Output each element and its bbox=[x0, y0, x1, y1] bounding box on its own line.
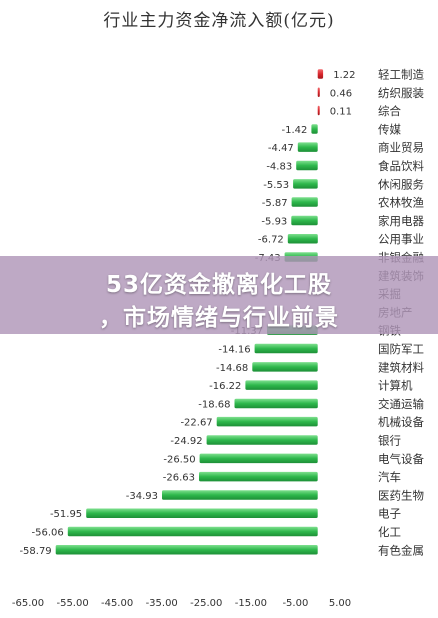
category-label: 纺织服装 bbox=[378, 86, 424, 100]
category-label: 食品饮料 bbox=[378, 159, 424, 173]
x-tick-label: -65.00 bbox=[12, 598, 44, 609]
category-label: 化工 bbox=[378, 525, 401, 539]
chart-title: 行业主力资金净流入额(亿元) bbox=[103, 11, 335, 31]
value-label: -34.93 bbox=[126, 491, 158, 502]
category-label: 电气设备 bbox=[378, 452, 424, 466]
value-label: -58.79 bbox=[19, 546, 51, 557]
bar bbox=[291, 215, 318, 226]
bar bbox=[252, 362, 318, 372]
x-tick-label: -25.00 bbox=[190, 598, 222, 609]
bar bbox=[296, 160, 318, 171]
category-label: 机械设备 bbox=[378, 415, 424, 429]
value-label: -4.47 bbox=[268, 143, 294, 154]
category-label: 公用事业 bbox=[378, 232, 424, 246]
value-label: -5.93 bbox=[261, 216, 287, 227]
x-tick-label: -55.00 bbox=[56, 598, 88, 609]
category-label: 交通运输 bbox=[378, 397, 424, 411]
category-label: 汽车 bbox=[378, 470, 401, 484]
category-label: 建筑材料 bbox=[378, 360, 424, 374]
x-tick-label: 5.00 bbox=[329, 598, 351, 609]
value-label: -14.16 bbox=[218, 345, 250, 356]
value-label: -1.42 bbox=[282, 125, 308, 136]
category-label: 电子 bbox=[378, 507, 401, 521]
category-label: 医药生物 bbox=[378, 488, 424, 502]
value-label: -6.72 bbox=[258, 235, 284, 246]
category-label: 商业贸易 bbox=[378, 141, 424, 155]
bar bbox=[86, 508, 318, 518]
bar bbox=[317, 69, 324, 79]
category-label: 国防军工 bbox=[378, 342, 424, 356]
bar bbox=[55, 545, 318, 555]
bar bbox=[216, 416, 318, 427]
category-label: 家用电器 bbox=[378, 214, 424, 228]
category-label: 轻工制造 bbox=[378, 68, 424, 82]
bar bbox=[206, 435, 318, 445]
headline-line-1: 53亿资金撤离化工股 bbox=[105, 272, 332, 298]
category-label: 银行 bbox=[378, 434, 401, 448]
bar bbox=[311, 124, 318, 134]
value-label: -24.92 bbox=[170, 436, 202, 447]
value-label: -5.87 bbox=[262, 198, 288, 209]
value-label: -26.63 bbox=[163, 473, 195, 484]
x-tick-label: -5.00 bbox=[282, 598, 308, 609]
bar bbox=[317, 87, 320, 97]
bar bbox=[317, 105, 320, 116]
value-label: -4.83 bbox=[266, 162, 292, 173]
category-label: 有色金属 bbox=[378, 543, 424, 557]
bar bbox=[199, 453, 318, 464]
value-label: -16.22 bbox=[209, 381, 241, 392]
x-tick-label: -45.00 bbox=[101, 598, 133, 609]
bar bbox=[234, 398, 318, 409]
category-label: 综合 bbox=[378, 104, 401, 118]
value-label: -5.53 bbox=[263, 180, 289, 191]
value-label: -14.68 bbox=[216, 363, 248, 374]
value-label: 0.11 bbox=[330, 107, 352, 118]
category-label: 休闲服务 bbox=[378, 177, 424, 191]
bar bbox=[245, 380, 318, 390]
category-label: 计算机 bbox=[378, 379, 413, 393]
category-label: 农林牧渔 bbox=[378, 196, 424, 210]
bar bbox=[162, 490, 318, 500]
bar bbox=[67, 526, 318, 537]
category-label: 传媒 bbox=[378, 122, 401, 136]
bar bbox=[291, 197, 318, 207]
value-label: 1.22 bbox=[333, 70, 355, 81]
bar bbox=[297, 142, 318, 152]
value-label: -26.50 bbox=[163, 454, 195, 465]
x-tick-label: -35.00 bbox=[146, 598, 178, 609]
value-label: -51.95 bbox=[50, 509, 82, 520]
headline-line-2: ，市场情绪与行业前景 bbox=[99, 305, 339, 331]
bar bbox=[199, 471, 318, 482]
bar bbox=[254, 343, 318, 354]
value-label: -22.67 bbox=[180, 418, 212, 429]
value-label: -56.06 bbox=[32, 528, 64, 539]
value-label: -18.68 bbox=[198, 399, 230, 410]
x-tick-label: -15.00 bbox=[235, 598, 267, 609]
headline-banner: 53亿资金撤离化工股 ，市场情绪与行业前景 bbox=[0, 256, 438, 334]
bar bbox=[287, 234, 318, 244]
bar bbox=[293, 179, 318, 189]
value-label: 0.46 bbox=[330, 88, 352, 99]
